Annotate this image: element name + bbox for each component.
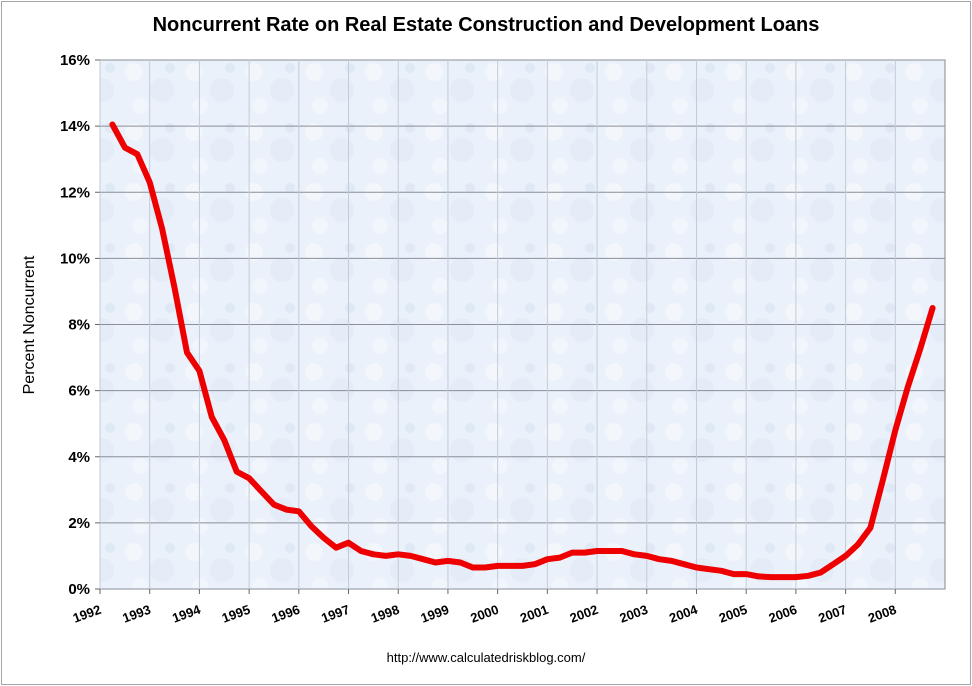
y-tick-label: 6% xyxy=(68,383,90,400)
x-tick-label: 2008 xyxy=(866,602,898,626)
y-tick-label: 14% xyxy=(60,118,90,135)
y-tick-label: 16% xyxy=(60,52,90,69)
x-tick-label: 2000 xyxy=(468,602,500,626)
y-tick-label: 2% xyxy=(68,515,90,532)
x-tick-label: 1999 xyxy=(419,602,451,626)
series-line xyxy=(109,121,936,581)
x-tick-label: 2005 xyxy=(717,602,749,626)
x-tick-label: 1996 xyxy=(270,602,302,626)
y-tick-label: 10% xyxy=(60,250,90,267)
x-tick-label: 1997 xyxy=(319,602,351,626)
chart-title: Noncurrent Rate on Real Estate Construct… xyxy=(152,14,820,36)
x-axis: 1992 1993 1994 1995 1996 1997 1998 1999 2000 2001… xyxy=(71,589,898,626)
x-tick-label: 2004 xyxy=(667,601,700,625)
x-tick-label: 2003 xyxy=(617,602,649,626)
source-url: http://www.calculatedriskblog.com/ xyxy=(386,650,586,665)
x-tick-label: 2006 xyxy=(767,602,799,626)
x-tick-label: 1994 xyxy=(170,601,203,625)
y-tick-label: 4% xyxy=(68,449,90,466)
x-tick-label: 2002 xyxy=(568,602,600,626)
series-layer xyxy=(109,121,936,581)
y-axis: 0% 2% 4% 6% 8% 10% 12% 14% 16% xyxy=(60,52,100,598)
x-tick-label: 2007 xyxy=(816,602,848,626)
x-tick-label: 1993 xyxy=(120,602,152,626)
y-tick-label: 0% xyxy=(68,581,90,598)
gridlines xyxy=(99,59,945,590)
x-tick-label: 2001 xyxy=(518,602,550,626)
y-tick-label: 12% xyxy=(60,184,90,201)
y-tick-label: 8% xyxy=(68,317,90,334)
x-tick-label: 1995 xyxy=(220,602,252,626)
x-tick-label: 1992 xyxy=(71,602,103,626)
x-tick-label: 1998 xyxy=(369,602,401,626)
